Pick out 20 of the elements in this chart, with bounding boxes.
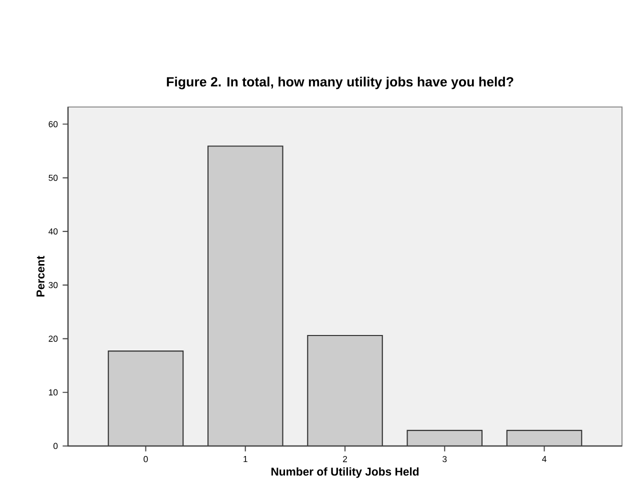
y-tick-label: 50 — [48, 174, 58, 181]
y-tick-label: 60 — [48, 121, 58, 128]
bar — [207, 146, 284, 447]
x-tick-label: 0 — [144, 456, 148, 462]
bar — [506, 430, 582, 447]
x-tick-label: 3 — [442, 456, 447, 462]
x-tick-label: 4 — [542, 456, 546, 462]
x-axis-title: Number of Utility Jobs Held — [271, 467, 419, 478]
y-tick-label: 0 — [53, 442, 58, 450]
bar — [307, 334, 383, 447]
x-tick-label: 2 — [343, 456, 347, 462]
y-tick-label: 10 — [48, 389, 58, 396]
y-tick-label: 30 — [48, 282, 58, 288]
chart-title: Figure 2. In total, how many utility jobs have you held? — [166, 76, 514, 90]
bar — [406, 430, 483, 447]
y-tick-label: 40 — [48, 228, 58, 234]
y-tick-label: 20 — [48, 336, 58, 342]
bar — [108, 350, 184, 447]
x-tick-label: 1 — [244, 456, 248, 462]
y-axis-title: Percent — [36, 256, 44, 297]
